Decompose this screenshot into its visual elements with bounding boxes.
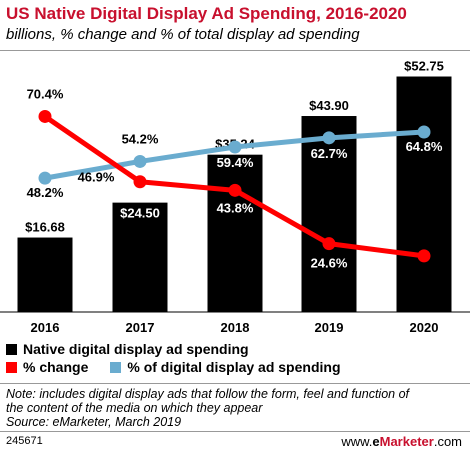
change-value-label-2016: 70.4% bbox=[27, 86, 64, 101]
bar-2016 bbox=[17, 237, 73, 312]
change-point-2016 bbox=[38, 109, 52, 123]
change-point-2020 bbox=[417, 249, 431, 263]
footer-divider bbox=[0, 431, 470, 432]
share-point-2020 bbox=[417, 125, 431, 139]
change-value-label-2017: 46.9% bbox=[78, 170, 115, 185]
legend-item-spending: Native digital display ad spending bbox=[6, 341, 249, 357]
x-tick-label-2016: 2016 bbox=[31, 320, 60, 335]
note-divider bbox=[0, 383, 470, 384]
bar-2019 bbox=[301, 116, 357, 313]
note-line-2: the content of the media on which they a… bbox=[6, 401, 263, 415]
bar-2020 bbox=[396, 76, 452, 312]
brand-prefix: www. bbox=[341, 434, 373, 449]
bar-value-label-2017: $24.50 bbox=[120, 206, 160, 221]
change-value-label-2020: 20.2% bbox=[406, 268, 443, 283]
x-tick-label-2017: 2017 bbox=[126, 320, 155, 335]
x-tick-label-2019: 2019 bbox=[315, 320, 344, 335]
bar-value-label-2019: $43.90 bbox=[309, 98, 349, 113]
change-point-2018 bbox=[228, 183, 242, 197]
share-point-2018 bbox=[228, 140, 242, 154]
share-point-2016 bbox=[38, 171, 52, 185]
share-value-label-2019: 62.7% bbox=[311, 146, 348, 161]
chart-id: 245671 bbox=[6, 435, 43, 447]
legend-item-share: % of digital display ad spending bbox=[110, 359, 341, 375]
share-value-label-2018: 59.4% bbox=[217, 155, 254, 170]
legend-label-change: % change bbox=[23, 359, 89, 375]
legend-label-spending: Native digital display ad spending bbox=[23, 341, 249, 357]
title-divider bbox=[0, 50, 470, 51]
bar-2018 bbox=[207, 154, 263, 312]
chart-area: 20162017201820192020$16.68$24.50$35.24$4… bbox=[0, 59, 470, 335]
x-tick-label-2018: 2018 bbox=[221, 320, 250, 335]
share-value-label-2017: 54.2% bbox=[122, 131, 159, 146]
share-label-halo-2017 bbox=[119, 131, 161, 147]
note-source: Source: eMarketer, March 2019 bbox=[6, 415, 182, 429]
legend-swatch-change bbox=[6, 361, 17, 373]
brand-suffix: .com bbox=[433, 434, 462, 449]
x-tick-label-2020: 2020 bbox=[410, 320, 439, 335]
change-value-label-2018: 43.8% bbox=[217, 200, 254, 215]
chart-title: US Native Digital Display Ad Spending, 2… bbox=[6, 4, 407, 23]
change-value-label-2019: 24.6% bbox=[311, 256, 348, 271]
legend-item-change: % change bbox=[6, 359, 88, 375]
chart-subtitle: billions, % change and % of total displa… bbox=[6, 26, 360, 43]
share-value-label-2020: 64.8% bbox=[406, 139, 443, 154]
brand-name: Marketer bbox=[379, 434, 434, 449]
note-line-1: Note: includes digital display ads that … bbox=[6, 387, 410, 401]
brand-letter: e bbox=[372, 434, 380, 449]
bar-value-label-2016: $16.68 bbox=[25, 220, 65, 235]
share-point-2017 bbox=[133, 154, 147, 168]
bar-value-label-2020: $52.75 bbox=[404, 59, 444, 74]
change-point-2017 bbox=[133, 175, 147, 189]
bar-2017 bbox=[112, 202, 168, 312]
share-value-label-2016: 48.2% bbox=[27, 185, 64, 200]
legend-row: % change % of digital display ad spendin… bbox=[6, 359, 363, 375]
legend-label-share: % of digital display ad spending bbox=[127, 359, 341, 375]
chart-note: Note: includes digital display ads that … bbox=[6, 387, 466, 429]
change-point-2019 bbox=[322, 237, 336, 251]
legend-swatch-share bbox=[110, 361, 122, 373]
legend-swatch-spending bbox=[6, 343, 17, 355]
share-point-2019 bbox=[322, 131, 336, 145]
brand-link[interactable]: www.eMarketer.com bbox=[341, 434, 462, 449]
